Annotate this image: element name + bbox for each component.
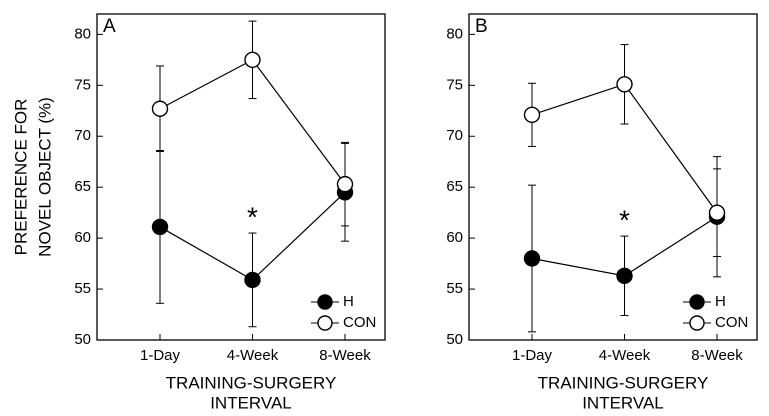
legend-marker [317,294,333,310]
panel-letter: B [475,16,488,37]
plot-frame [468,13,758,341]
y-tick-label: 75 [446,76,463,93]
y-tick-label: 75 [74,76,91,93]
data-point [151,218,169,236]
legend-label: CON [343,314,376,331]
legend-label: H [715,293,726,310]
y-tick-label: 80 [74,25,91,42]
data-point [616,76,633,93]
x-tick-label: 1-Day [140,347,181,364]
x-axis-title: INTERVAL [582,393,664,412]
y-tick-label: 50 [74,331,91,348]
legend-marker [317,315,333,331]
x-axis-title: TRAINING-SURGERY [538,373,709,392]
data-point [523,106,541,124]
legend-label: CON [715,314,748,331]
y-tick-label: 60 [74,229,91,246]
x-tick-label: 4-Week [227,347,279,364]
y-tick-label: 65 [446,178,463,195]
x-axis-title: INTERVAL [210,393,292,412]
data-point [336,175,354,193]
x-tick-label: 4-Week [599,347,651,364]
y-tick-label: 70 [74,127,91,144]
data-point [523,250,541,267]
y-tick-label: 65 [74,178,91,195]
y-tick-label: 80 [446,25,463,42]
y-tick-label: 50 [446,331,463,348]
y-axis-title: NOVEL OBJECT (%) [35,97,54,257]
data-point [708,204,726,221]
x-tick-label: 8-Week [319,347,371,364]
x-tick-label: 8-Week [691,347,743,364]
legend-marker [689,315,705,331]
data-point [616,267,633,285]
legend-label: H [343,293,354,310]
y-tick-label: 55 [446,280,463,297]
y-tick-label: 55 [74,280,91,297]
y-axis-title: PREFERENCE FOR [11,99,30,256]
y-tick-label: 60 [446,229,463,246]
x-tick-label: 1-Day [512,347,553,364]
legend-marker [689,294,705,310]
data-point [244,51,261,69]
significance-marker: * [619,204,630,235]
data-point [244,271,261,289]
data-point [151,100,169,117]
x-axis-title: TRAINING-SURGERY [166,373,337,392]
significance-marker: * [247,201,258,232]
panel-letter: A [103,16,116,37]
plot-frame [96,13,386,341]
y-tick-label: 70 [446,127,463,144]
